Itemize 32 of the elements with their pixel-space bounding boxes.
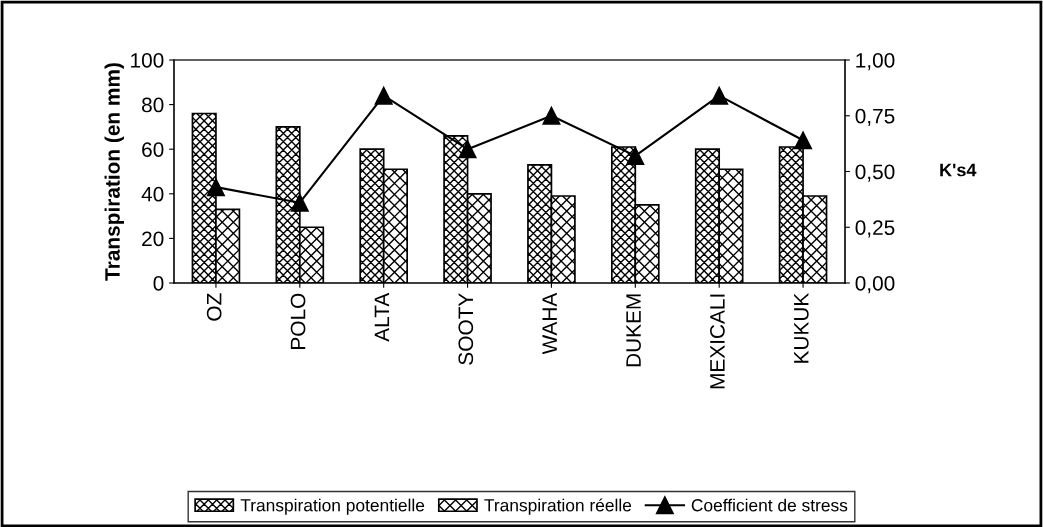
y-tick-label: 100 (131, 53, 164, 68)
y-tick-label: 0 (153, 276, 164, 291)
point (206, 178, 225, 197)
y-tick-label: 60 (142, 142, 164, 157)
point (290, 193, 309, 212)
x-tick-label: OZ (206, 293, 222, 321)
y-tick-label: 80 (142, 97, 164, 113)
point (710, 86, 729, 105)
legend-label: Transpiration potentielle (240, 498, 425, 515)
point (374, 86, 393, 105)
y-tick-label: 40 (141, 186, 164, 202)
y2-tick-label: 0,75 (855, 108, 895, 126)
x-tick-label: POLO (290, 293, 306, 349)
point (458, 140, 477, 159)
point (794, 131, 813, 150)
x-tick-label: WAHA (542, 292, 557, 355)
y2-tick-label: 0,00 (855, 276, 895, 294)
y2-axis-title: K's4 (940, 163, 977, 177)
x-tick-label: DUKEM (626, 294, 641, 367)
legend-label: Transpiration réelle (484, 498, 632, 515)
y-axis-title: Transpiration (en mm) (104, 63, 124, 281)
y2-tick-label: 0,50 (855, 164, 895, 182)
legend-label: Coefficient de stress (691, 498, 848, 512)
x-tick-label: KUKUK (794, 292, 809, 363)
y2-tick-label: 0,25 (855, 220, 895, 238)
x-tick-label: ALTA (374, 292, 390, 342)
y-tick-label: 20 (142, 231, 164, 247)
point (542, 106, 561, 125)
y2-tick-label: 1,00 (856, 53, 895, 71)
point (626, 146, 645, 165)
x-tick-label: SOOTY (458, 293, 474, 365)
x-tick-label: MEXICALI (710, 294, 725, 389)
